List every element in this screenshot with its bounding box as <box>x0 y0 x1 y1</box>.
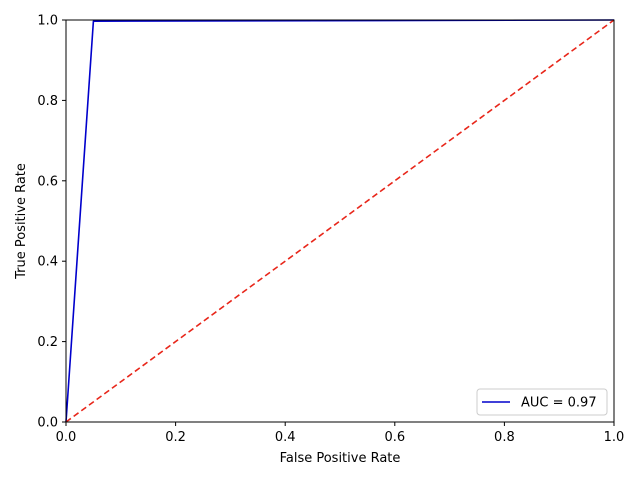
x-tick-label: 0.4 <box>275 430 296 445</box>
legend: AUC = 0.97 <box>476 388 608 416</box>
axes-layer: 0.0 0.2 0.4 0.6 0.8 1.0 0.0 0.2 0.4 0.6 0.8 1.0 <box>37 14 624 446</box>
legend-label-auc: AUC = 0.97 <box>521 396 597 411</box>
chance-diagonal-line <box>65 19 615 423</box>
x-tick-label: 0.2 <box>165 430 186 445</box>
x-tick-label: 1.0 <box>604 430 625 445</box>
plot-layer <box>65 19 615 423</box>
roc-curve-line <box>65 19 615 423</box>
y-tick-label: 0.8 <box>37 94 58 109</box>
y-tick-label: 0.6 <box>37 174 58 189</box>
y-tick-label: 0.2 <box>37 335 58 350</box>
x-tick-label: 0.8 <box>494 430 515 445</box>
legend-box <box>476 388 608 416</box>
plot-frame <box>65 19 615 423</box>
y-axis-label: True Positive Rate <box>14 163 29 280</box>
y-tick-label: 0.0 <box>37 416 58 431</box>
x-tick-label: 0.0 <box>56 430 77 445</box>
y-tick-label: 1.0 <box>37 14 58 29</box>
y-tick-label: 0.4 <box>37 255 58 270</box>
x-axis-label: False Positive Rate <box>280 451 401 466</box>
x-tick-label: 0.6 <box>384 430 405 445</box>
